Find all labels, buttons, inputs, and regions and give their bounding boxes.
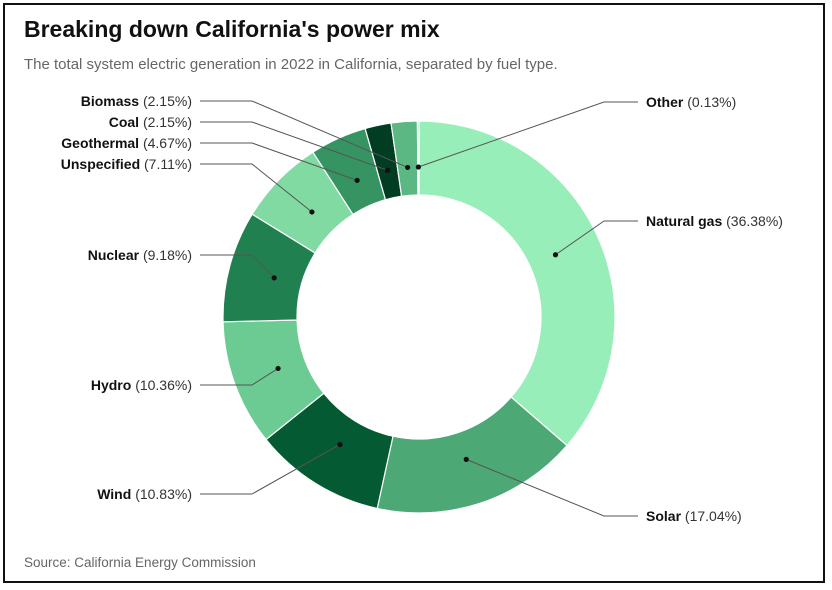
label-name: Coal — [109, 114, 143, 130]
label-hydro: Hydro (10.36%) — [91, 377, 192, 393]
label-name: Nuclear — [88, 247, 143, 263]
callout-line-geothermal — [200, 142, 358, 181]
slice-natural-gas — [418, 120, 616, 447]
callout-line-biomass — [200, 100, 408, 168]
callout-line-coal — [200, 121, 388, 171]
donut-slices — [222, 120, 616, 514]
label-name: Biomass — [81, 93, 143, 109]
label-percent: (9.18%) — [143, 247, 192, 263]
label-percent: (0.13%) — [687, 94, 736, 110]
callout-dot-solar — [463, 456, 469, 462]
label-name: Hydro — [91, 377, 135, 393]
chart-title: Breaking down California's power mix — [24, 16, 440, 42]
callout-line-unspecified — [200, 163, 313, 213]
label-name: Unspecified — [61, 156, 144, 172]
label-name: Natural gas — [646, 213, 726, 229]
callout-dot-unspecified — [309, 209, 315, 215]
label-natural-gas: Natural gas (36.38%) — [646, 213, 783, 229]
callout-dot-wind — [337, 441, 343, 448]
source-note: Source: California Energy Commission — [24, 555, 256, 570]
callout-dot-natural-gas — [552, 252, 559, 258]
label-solar: Solar (17.04%) — [646, 508, 742, 524]
chart-subtitle: The total system electric generation in … — [24, 56, 558, 73]
callout-dot-hydro — [275, 365, 281, 372]
label-percent: (7.11%) — [144, 156, 192, 172]
label-wind: Wind (10.83%) — [97, 486, 192, 502]
callout-line-wind — [200, 444, 341, 495]
callout-line-solar — [466, 458, 638, 517]
label-name: Geothermal — [61, 135, 143, 151]
label-coal: Coal (2.15%) — [109, 114, 192, 130]
label-percent: (17.04%) — [685, 508, 742, 524]
label-name: Wind — [97, 486, 135, 502]
label-percent: (36.38%) — [726, 213, 783, 229]
callout-dot-nuclear — [271, 275, 277, 281]
label-name: Other — [646, 94, 687, 110]
callout-line-natural-gas — [555, 220, 638, 256]
label-name: Solar — [646, 508, 685, 524]
label-percent: (10.83%) — [135, 486, 192, 502]
callout-dot-biomass — [405, 164, 411, 171]
callout-line-hydro — [200, 368, 279, 386]
callout-lines — [200, 100, 638, 517]
label-nuclear: Nuclear (9.18%) — [88, 247, 192, 263]
label-percent: (10.36%) — [135, 377, 192, 393]
callout-line-nuclear — [200, 254, 275, 279]
label-geothermal: Geothermal (4.67%) — [61, 135, 192, 151]
slice-other — [416, 120, 420, 196]
label-percent: (4.67%) — [143, 135, 192, 151]
callout-labels: Natural gas (36.38%) Solar (17.04%) Wind (… — [61, 93, 783, 524]
label-other: Other (0.13%) — [646, 94, 736, 110]
label-biomass: Biomass (2.15%) — [81, 93, 192, 109]
callout-dot-other — [415, 164, 421, 170]
label-unspecified: Unspecified (7.11%) — [61, 156, 192, 172]
callout-line-other — [418, 101, 638, 168]
callout-dot-coal — [385, 167, 391, 173]
label-percent: (2.15%) — [143, 114, 192, 130]
callout-dot-geothermal — [354, 177, 360, 183]
label-percent: (2.15%) — [143, 93, 192, 109]
